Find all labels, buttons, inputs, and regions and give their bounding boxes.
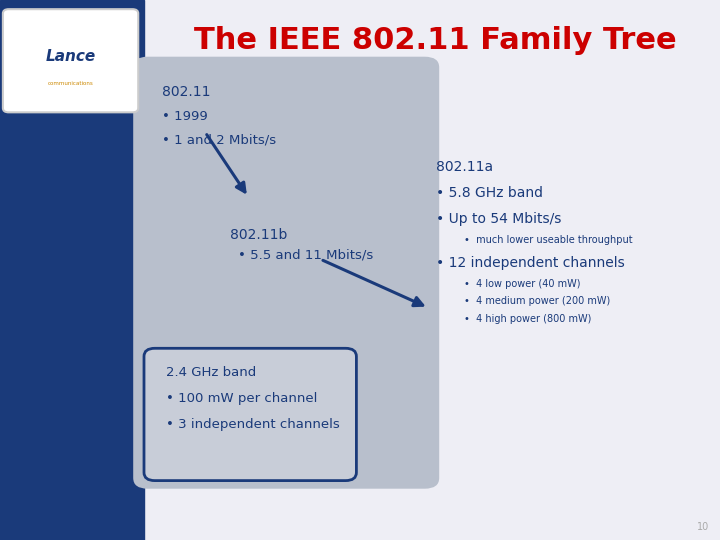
FancyBboxPatch shape <box>144 348 356 481</box>
FancyBboxPatch shape <box>133 57 439 489</box>
Text: • 100 mW per channel: • 100 mW per channel <box>166 392 317 405</box>
Text: • 12 independent channels: • 12 independent channels <box>436 256 624 270</box>
Text: •  4 medium power (200 mW): • 4 medium power (200 mW) <box>464 296 611 306</box>
Text: • 1999: • 1999 <box>162 110 208 123</box>
Text: 10: 10 <box>697 522 709 532</box>
Text: • 1 and 2 Mbits/s: • 1 and 2 Mbits/s <box>162 134 276 147</box>
Text: • Up to 54 Mbits/s: • Up to 54 Mbits/s <box>436 212 561 226</box>
Text: The IEEE 802.11 Family Tree: The IEEE 802.11 Family Tree <box>194 26 677 55</box>
Text: • 5.5 and 11 Mbits/s: • 5.5 and 11 Mbits/s <box>238 249 373 262</box>
Text: 802.11: 802.11 <box>162 85 210 99</box>
Text: •  4 low power (40 mW): • 4 low power (40 mW) <box>464 279 581 288</box>
Text: •  4 high power (800 mW): • 4 high power (800 mW) <box>464 314 592 324</box>
Text: 802.11a: 802.11a <box>436 160 492 174</box>
Text: 802.11b: 802.11b <box>230 228 288 242</box>
Bar <box>0 0 144 540</box>
Text: communications: communications <box>48 81 94 86</box>
Text: • 5.8 GHz band: • 5.8 GHz band <box>436 186 543 200</box>
Text: •  much lower useable throughput: • much lower useable throughput <box>464 235 633 245</box>
FancyBboxPatch shape <box>3 9 138 112</box>
Text: • 3 independent channels: • 3 independent channels <box>166 418 339 431</box>
Text: 2.4 GHz band: 2.4 GHz band <box>166 366 256 379</box>
Text: Lance: Lance <box>45 49 96 64</box>
